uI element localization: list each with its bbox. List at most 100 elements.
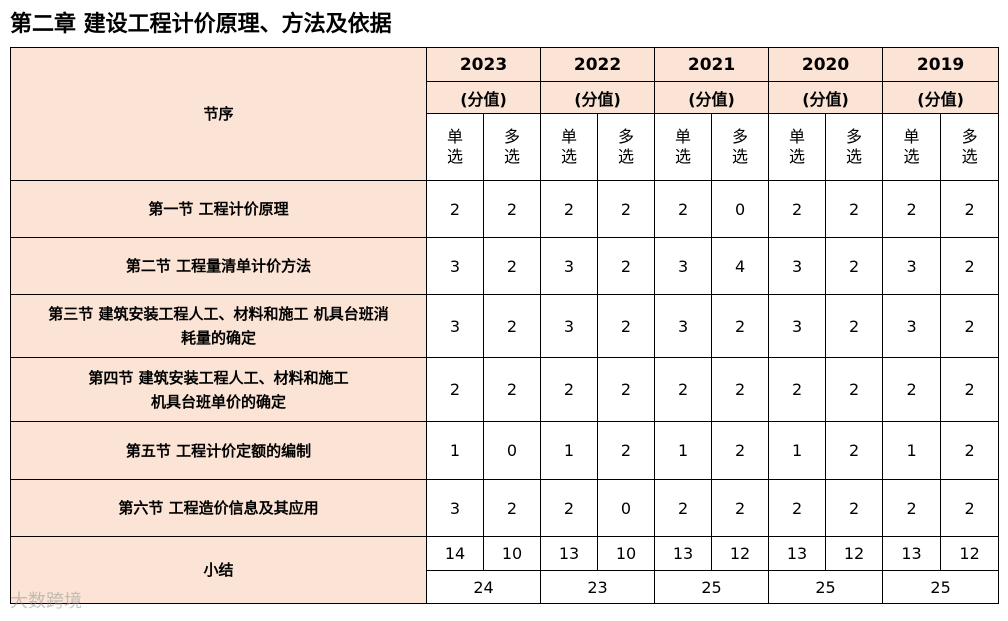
score-cell: 0 [597, 479, 656, 537]
table-row: 第二节 工程量清单计价方法 3 2 3 2 3 4 3 2 3 2 [10, 237, 1000, 295]
summary-cell: 12 [711, 536, 770, 571]
score-cell: 0 [711, 180, 770, 238]
table-row: 第一节 工程计价原理 2 2 2 2 2 0 2 2 2 2 [10, 180, 1000, 238]
unit-header-row: (分值) (分值) (分值) (分值) (分值) [11, 81, 1000, 114]
score-cell: 2 [482, 180, 542, 238]
score-cell: 2 [597, 237, 656, 295]
score-cell: 3 [768, 294, 827, 358]
score-cell: 1 [768, 421, 827, 480]
score-cell: 2 [825, 357, 884, 422]
year-header-row: 节序 2023 2022 2021 2020 2019 [10, 47, 1000, 181]
score-cell: 4 [711, 237, 770, 295]
year-header-2019: 2019 [882, 47, 1000, 82]
score-cell: 3 [426, 479, 484, 537]
score-cell: 3 [768, 237, 827, 295]
score-cell: 2 [940, 237, 1000, 295]
summary-cell: 10 [597, 536, 656, 571]
summary-cell: 14 [426, 536, 484, 571]
score-cell: 2 [940, 479, 1000, 537]
single-choice-header: 单 选 [882, 113, 942, 181]
score-cell: 2 [711, 479, 770, 537]
score-cell: 2 [825, 237, 884, 295]
score-cell: 2 [426, 180, 484, 238]
multi-choice-header: 多 选 [711, 113, 770, 181]
summary-cell: 13 [768, 536, 827, 571]
multi-choice-header: 多 选 [482, 113, 542, 181]
score-cell: 2 [482, 479, 542, 537]
unit-header-cell: (分值) [768, 81, 884, 114]
summary-cell: 13 [882, 536, 942, 571]
score-cell: 3 [540, 294, 599, 358]
year-header-2022: 2022 [540, 47, 656, 82]
multi-choice-header: 多 选 [597, 113, 656, 181]
score-cell: 2 [654, 180, 713, 238]
score-cell: 2 [711, 357, 770, 422]
score-cell: 2 [654, 357, 713, 422]
score-cell: 2 [882, 479, 942, 537]
summary-cell: 12 [825, 536, 884, 571]
single-choice-header: 单 选 [426, 113, 484, 181]
score-cell: 2 [654, 479, 713, 537]
summary-cell: 10 [482, 536, 542, 571]
total-cell: 24 [425, 570, 542, 604]
score-cell: 2 [768, 357, 827, 422]
score-cell: 2 [768, 180, 827, 238]
table-row: 第六节 工程造价信息及其应用 3 2 2 0 2 2 2 2 2 2 [10, 479, 1000, 537]
unit-header-cell: (分值) [654, 81, 770, 114]
total-cell: 25 [882, 570, 1000, 604]
section-label: 第二节 工程量清单计价方法 [10, 237, 427, 295]
multi-choice-header: 多 选 [825, 113, 884, 181]
score-cell: 2 [482, 357, 542, 422]
table-row: 第四节 建筑安装工程人工、材料和施工 机具台班单价的确定 2 2 2 2 2 2 2 2 2 2 [10, 357, 1000, 422]
summary-cell: 13 [540, 536, 599, 571]
score-cell: 2 [825, 479, 884, 537]
total-cell: 25 [768, 570, 884, 604]
score-cell: 3 [540, 237, 599, 295]
score-cell: 2 [597, 180, 656, 238]
watermark: 大数跨境 [10, 591, 82, 612]
score-cell: 2 [825, 421, 884, 480]
section-label: 第一节 工程计价原理 [10, 180, 427, 238]
single-choice-header: 单 选 [768, 113, 827, 181]
score-cell: 2 [882, 180, 942, 238]
summary-cell: 12 [940, 536, 1000, 571]
year-header-2021: 2021 [654, 47, 770, 82]
table-body: 节序 2023 2022 2021 2020 2019 (分值) (分值) (分值)… [10, 47, 1000, 604]
type-header-row: 单 选多 选单 选多 选单 选多 选单 选多 选单 选多 选 [11, 113, 1000, 181]
score-cell: 1 [654, 421, 713, 480]
unit-header-cell: (分值) [540, 81, 656, 114]
score-cell: 2 [711, 421, 770, 480]
score-cell: 1 [426, 421, 484, 480]
score-cell: 2 [940, 180, 1000, 238]
summary-cell: 13 [654, 536, 713, 571]
year-header-2023: 2023 [425, 47, 542, 82]
section-label: 第五节 工程计价定额的编制 [10, 421, 427, 480]
score-cell: 3 [882, 237, 942, 295]
single-choice-header: 单 选 [654, 113, 713, 181]
section-label: 第三节 建筑安装工程人工、材料和施工 机具台班消 耗量的确定 [10, 294, 427, 358]
score-cell: 2 [940, 421, 1000, 480]
table-row: 第三节 建筑安装工程人工、材料和施工 机具台班消 耗量的确定 3 2 3 2 3 2 3 2 3 2 [10, 294, 1000, 358]
unit-header-cell: (分值) [882, 81, 1000, 114]
score-cell: 2 [540, 180, 599, 238]
total-cell: 23 [540, 570, 656, 604]
score-cell: 3 [426, 237, 484, 295]
summary-row: 小结 14 10 13 10 13 12 13 12 13 12 [10, 536, 1000, 604]
score-cell: 3 [654, 237, 713, 295]
score-cell: 2 [482, 237, 542, 295]
score-table: 节序 2023 2022 2021 2020 2019 (分值) (分值) (分值)… [10, 47, 1000, 604]
table-row: 第五节 工程计价定额的编制 1 0 1 2 1 2 1 2 1 2 [10, 421, 1000, 480]
section-column-header: 节序 [10, 47, 427, 181]
score-cell: 2 [597, 357, 656, 422]
score-cell: 2 [540, 357, 599, 422]
score-cell: 2 [482, 294, 542, 358]
score-cell: 2 [711, 294, 770, 358]
unit-header-cell: (分值) [425, 81, 542, 114]
single-choice-header: 单 选 [540, 113, 599, 181]
section-label: 第六节 工程造价信息及其应用 [10, 479, 427, 537]
score-cell: 2 [597, 294, 656, 358]
score-cell: 0 [482, 421, 542, 480]
total-row: 24 23 25 25 25 [11, 570, 1000, 604]
score-cell: 2 [882, 357, 942, 422]
section-label: 第四节 建筑安装工程人工、材料和施工 机具台班单价的确定 [10, 357, 427, 422]
